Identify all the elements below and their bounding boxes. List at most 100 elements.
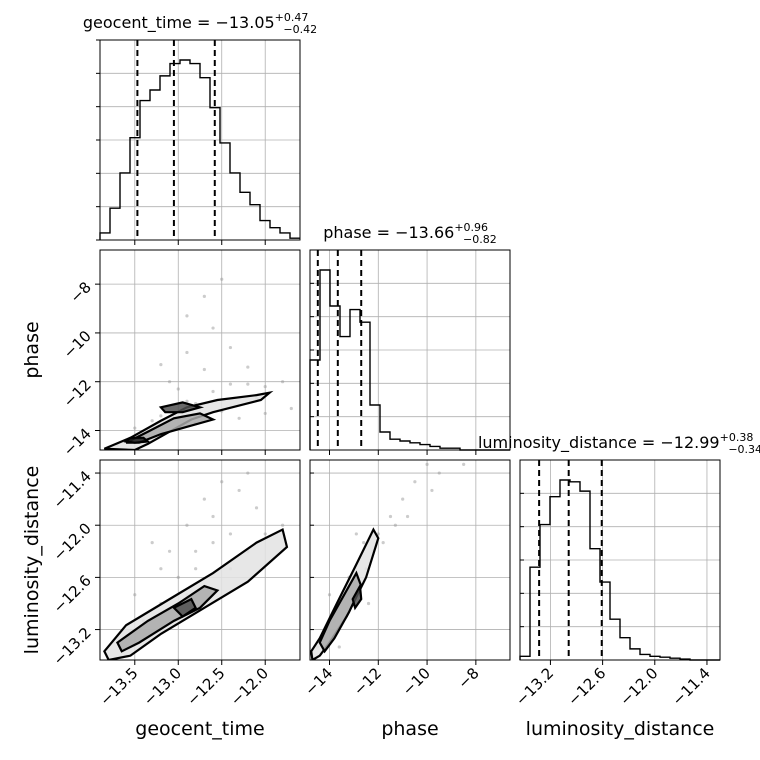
y-tick-label: −10 [60, 327, 95, 362]
histogram-step [99, 59, 300, 240]
sample-point [185, 350, 189, 355]
title-plus: +0.47 [275, 11, 309, 24]
title-minus: −0.42 [283, 23, 317, 36]
sample-point [354, 532, 358, 536]
x-tick-label: −12.0 [227, 664, 272, 709]
x-axis-label: geocent_time [135, 718, 264, 740]
sample-point [167, 380, 172, 384]
sample-point [366, 601, 371, 606]
title-main: phase = −13.66 [323, 223, 454, 242]
density-fill [352, 586, 362, 608]
sample-point [202, 294, 206, 298]
sample-point [194, 549, 198, 553]
sample-point [263, 411, 267, 416]
title-minus: −0.34 [728, 443, 760, 456]
sample-point [281, 523, 285, 527]
x-tick-label: −12.5 [183, 664, 228, 709]
title-plus: +0.96 [454, 221, 488, 234]
axis-labels: geocent_time phase luminosity_distancephas… [21, 321, 714, 740]
sample-point [220, 480, 224, 484]
contour-line [158, 401, 205, 414]
y-tick-label: −11.4 [50, 467, 95, 512]
y-tick-label: −8 [66, 278, 94, 306]
x-tick-label: −13.2 [512, 664, 557, 709]
sample-point [159, 363, 163, 367]
hist-panel-phase: phase = −13.66+0.96 −0.82 [309, 221, 511, 455]
hist-panel-geocent_time: geocent_time = −13.05+0.47 −0.42 [83, 11, 317, 245]
sample-point [263, 384, 267, 389]
sample-point [263, 532, 267, 536]
sample-point [194, 567, 198, 571]
contour-line [318, 570, 363, 654]
sample-point [405, 514, 410, 519]
sample-point [237, 416, 241, 420]
y-tick-label: −12.0 [50, 519, 95, 564]
x-tick-label: −13.0 [140, 664, 185, 709]
hist-panel-luminosity_distance: −13.2 −12.6 −12.0 −11.4 luminosity_distance … [478, 431, 760, 709]
sample-point [462, 462, 466, 466]
sample-point [381, 541, 385, 545]
x-tick-label: −14 [301, 664, 336, 699]
sample-point [185, 399, 189, 403]
sample-point [150, 541, 154, 545]
x-tick-label: −8 [454, 664, 482, 692]
sample-point [237, 488, 241, 493]
sample-point [401, 497, 405, 501]
sample-point [159, 414, 163, 418]
contour-line [115, 584, 220, 653]
x-tick-label: −12.0 [616, 664, 661, 709]
sample-point [211, 326, 215, 330]
sample-point [211, 514, 215, 519]
contour-line [103, 527, 289, 660]
sample-point [246, 382, 250, 386]
sample-point [337, 645, 341, 649]
contour-line [351, 582, 363, 611]
sample-point [246, 365, 250, 369]
sample-point [246, 471, 250, 475]
contour-line [103, 390, 274, 450]
y-tick-label: −13.2 [50, 624, 95, 669]
sample-point [159, 567, 163, 571]
sample-point [388, 514, 393, 519]
sample-point [202, 367, 206, 372]
y-axis-label: phase [21, 321, 43, 378]
y-axis-label: luminosity_distance [21, 466, 43, 655]
pair-content [103, 277, 293, 450]
panel-title: phase = −13.66+0.96 −0.82 [323, 221, 497, 246]
y-tick-label: −14 [60, 425, 95, 460]
sample-point [437, 471, 441, 475]
contour-line [172, 597, 198, 618]
x-tick-label: −11.4 [669, 664, 714, 709]
x-tick-label: −12 [350, 664, 385, 699]
sample-point [176, 387, 180, 391]
panel-frame [99, 249, 301, 451]
histogram-step [519, 479, 720, 661]
sample-point [413, 480, 417, 484]
x-tick-label: −12.6 [564, 664, 609, 709]
sample-point [228, 382, 233, 386]
y-tick-label: −12 [60, 376, 95, 411]
pair-panel-geocent_time-phase: −14 −12 −10 −8 [60, 249, 301, 460]
y-tick-label: −12.6 [50, 571, 95, 616]
title-main: luminosity_distance = −12.99 [478, 433, 720, 453]
title-main: geocent_time = −13.05 [83, 13, 275, 33]
sample-point [393, 523, 397, 527]
pair-panel-phase-luminosity_distance: −14 −12 −10 −8 [301, 459, 511, 699]
panel-frame [99, 459, 301, 661]
sample-point [362, 541, 366, 545]
panel-frame [309, 459, 511, 661]
sample-point [228, 532, 233, 536]
grid [310, 250, 510, 450]
contour-line [310, 527, 380, 660]
contour-line [123, 436, 151, 444]
sample-point [176, 575, 180, 579]
grid [520, 460, 720, 660]
sample-point [211, 389, 215, 394]
grid [100, 460, 300, 660]
sample-point [185, 523, 189, 527]
sample-point [281, 380, 285, 384]
sample-point [133, 426, 137, 430]
sample-point [220, 277, 224, 281]
sample-point [289, 406, 293, 411]
